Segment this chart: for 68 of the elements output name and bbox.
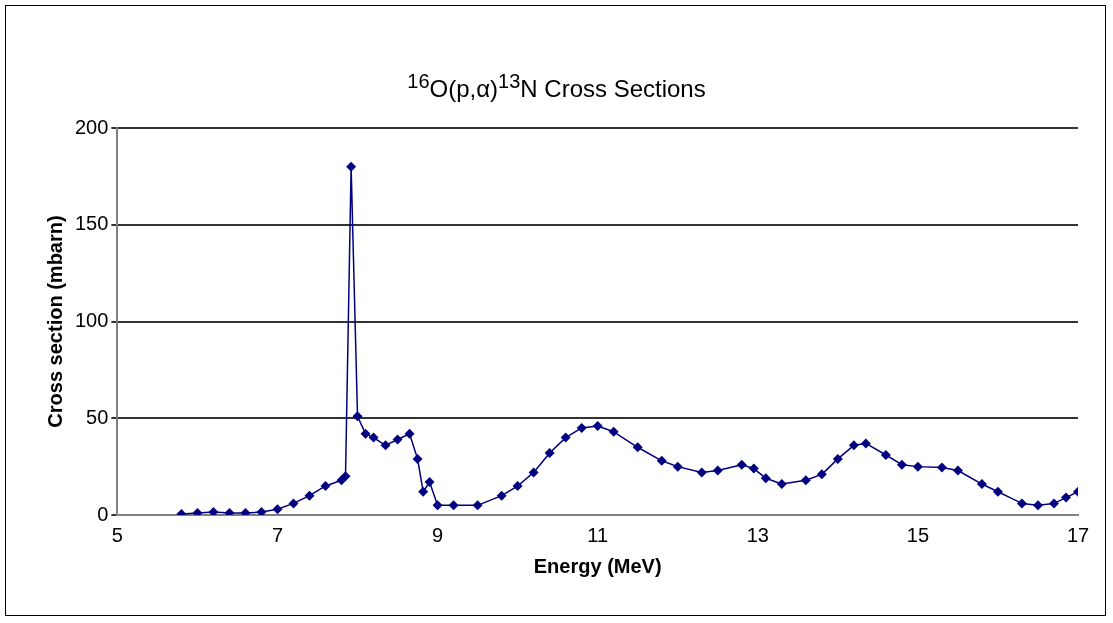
point	[340, 471, 351, 482]
point	[1060, 492, 1071, 503]
point	[880, 450, 891, 461]
x-tick-label: 13	[746, 523, 769, 546]
x-tick-label: 9	[432, 523, 444, 546]
point	[424, 477, 435, 488]
x-tick-label: 17	[1066, 523, 1090, 546]
y-tick-label: 50	[86, 405, 109, 428]
point	[848, 440, 859, 451]
point	[736, 459, 747, 470]
point	[592, 420, 603, 431]
point	[380, 440, 391, 451]
y-tick-label: 200	[74, 115, 109, 138]
point	[352, 411, 363, 422]
point	[656, 455, 667, 466]
point	[360, 428, 371, 439]
chart-title: $^{16}$O(p,α)$^{13}$N Cross Sections	[406, 70, 707, 103]
point	[418, 486, 429, 497]
point	[1016, 498, 1027, 509]
point	[368, 432, 379, 443]
y-axis-title: Cross section (mbarn)	[43, 215, 66, 428]
point	[860, 438, 871, 449]
point	[272, 504, 283, 515]
point	[800, 475, 811, 486]
point	[608, 426, 619, 437]
point	[952, 465, 963, 476]
point	[976, 479, 987, 490]
point	[632, 442, 643, 453]
y-tick-label: 0	[97, 502, 109, 525]
point	[936, 462, 947, 473]
point	[392, 434, 403, 445]
x-tick-label: 5	[111, 523, 123, 546]
point	[404, 428, 415, 439]
y-tick-label: 150	[74, 212, 109, 235]
point	[832, 453, 843, 464]
point	[712, 465, 723, 476]
point	[748, 463, 759, 474]
point	[412, 453, 423, 464]
point	[544, 448, 555, 459]
point	[816, 469, 827, 480]
point	[512, 480, 523, 491]
point	[912, 461, 923, 472]
point	[432, 500, 443, 511]
point	[560, 432, 571, 443]
point	[776, 479, 787, 490]
point	[448, 500, 459, 511]
x-axis-title: Energy (MeV)	[533, 554, 662, 577]
point	[672, 461, 683, 472]
point	[696, 467, 707, 478]
x-tick-label: 7	[271, 523, 284, 546]
point	[320, 480, 331, 491]
y-tick-label: 100	[74, 309, 109, 332]
point	[288, 498, 299, 509]
point	[496, 490, 507, 501]
point	[1032, 500, 1043, 511]
x-tick-label: 11	[587, 523, 609, 546]
point	[472, 500, 483, 511]
x-tick-label: 15	[906, 523, 930, 546]
point	[760, 473, 771, 484]
point	[256, 507, 267, 515]
point	[576, 422, 587, 433]
point	[346, 161, 357, 172]
point	[528, 467, 539, 478]
point	[1048, 498, 1059, 509]
point	[992, 486, 1003, 497]
point	[208, 507, 219, 515]
point	[304, 490, 315, 501]
point	[896, 459, 907, 470]
